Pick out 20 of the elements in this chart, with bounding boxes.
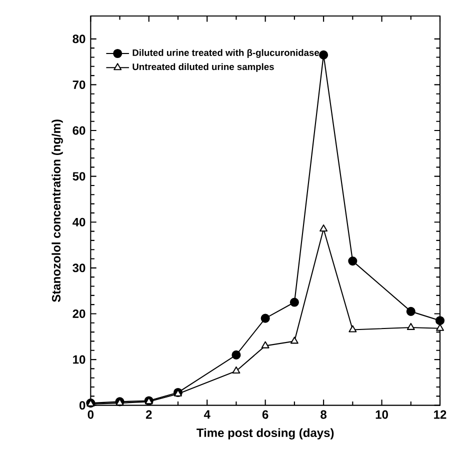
y-axis-title: Stanozolol concentration (ng/m)	[52, 120, 63, 302]
legend-label: Diluted urine treated with β-glucuronidase	[132, 49, 320, 58]
x-tick-label: 0	[88, 410, 94, 419]
y-tick-label: 10	[73, 355, 86, 364]
x-tick-label: 12	[434, 410, 446, 419]
x-tick-label: 2	[146, 410, 152, 419]
y-tick-label: 60	[72, 126, 86, 135]
x-tick-label: 4	[204, 410, 210, 419]
y-tick-label: 80	[72, 34, 86, 44]
x-tick-label: 10	[376, 410, 388, 419]
y-tick-label: 20	[72, 309, 86, 318]
x-axis-title: Time post dosing (days)	[196, 428, 334, 440]
x-tick-label: 8	[320, 410, 327, 419]
x-tick-label: 6	[262, 410, 268, 419]
y-tick-label: 0	[79, 401, 86, 410]
y-tick-label: 70	[72, 80, 86, 89]
y-tick-label: 40	[72, 218, 86, 226]
y-tick-label: 50	[72, 172, 86, 181]
y-tick-label: 30	[72, 264, 86, 272]
legend-label: Untreated diluted urine samples	[132, 63, 274, 72]
